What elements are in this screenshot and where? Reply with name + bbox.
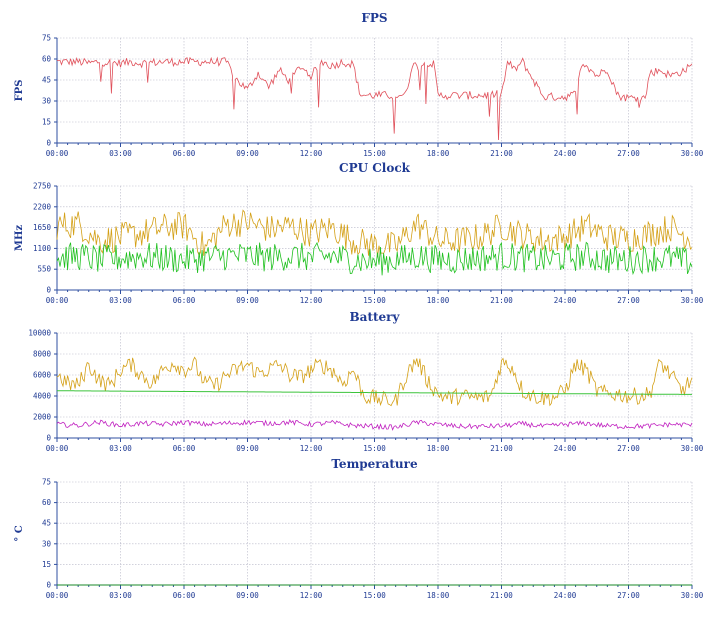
battery-xtick-label: 24:00: [554, 444, 577, 453]
fps-xtick-label: 21:00: [490, 149, 513, 158]
temperature-xtick-label: 30:00: [681, 591, 704, 600]
temperature-ytick-label: 15: [42, 560, 51, 569]
temperature-xtick-label: 24:00: [554, 591, 577, 600]
cpu-clock-xtick-label: 18:00: [427, 296, 450, 305]
battery-ytick-label: 0: [46, 434, 51, 443]
temperature-ytick-label: 60: [42, 498, 52, 507]
cpu-clock-series-line-0: [56, 209, 693, 258]
battery-title: Battery: [350, 310, 401, 324]
fps-ylabel: FPS: [14, 80, 25, 102]
cpu-clock-ytick-label: 2200: [33, 202, 52, 211]
battery-xtick-label: 27:00: [617, 444, 640, 453]
fps-xtick-label: 06:00: [173, 149, 196, 158]
battery-xtick-label: 12:00: [300, 444, 323, 453]
cpu-clock-series-line-1: [56, 241, 693, 276]
battery-series-line-2: [56, 418, 693, 431]
cpu-clock-ytick-label: 1650: [33, 223, 52, 232]
fps-ytick-label: 45: [42, 76, 51, 85]
cpu-clock-ytick-label: 1100: [33, 244, 52, 253]
temperature-xtick-label: 21:00: [490, 591, 513, 600]
fps-xtick-label: 24:00: [554, 149, 577, 158]
temperature-ytick-label: 30: [42, 539, 52, 548]
fps-xtick-label: 27:00: [617, 149, 640, 158]
temperature-ytick-label: 0: [46, 581, 51, 590]
fps-ytick-label: 30: [42, 97, 52, 106]
fps-ytick-label: 0: [46, 139, 51, 148]
temperature-xtick-label: 18:00: [427, 591, 450, 600]
temperature-xtick-label: 15:00: [363, 591, 386, 600]
cpu-clock-xtick-label: 09:00: [236, 296, 259, 305]
temperature-xtick-label: 12:00: [300, 591, 323, 600]
fps-series-line-0: [56, 56, 693, 141]
fps-xtick-label: 15:00: [363, 149, 386, 158]
fps-ytick-label: 75: [42, 34, 51, 43]
cpu-clock-xtick-label: 00:00: [46, 296, 69, 305]
temperature-xtick-label: 27:00: [617, 591, 640, 600]
temperature-xtick-label: 03:00: [109, 591, 132, 600]
cpu-clock-ylabel: MHz: [14, 225, 25, 252]
temperature-title: Temperature: [331, 457, 418, 471]
fps-ytick-label: 60: [42, 55, 52, 64]
cpu-clock-xtick-label: 24:00: [554, 296, 577, 305]
cpu-clock-xtick-label: 15:00: [363, 296, 386, 305]
battery-ytick-label: 2000: [33, 413, 52, 422]
battery-xtick-label: 00:00: [46, 444, 69, 453]
cpu-clock-ytick-label: 0: [46, 286, 51, 295]
battery-ytick-label: 6000: [33, 371, 52, 380]
cpu-clock-ytick-label: 550: [37, 265, 51, 274]
cpu-clock-xtick-label: 30:00: [681, 296, 704, 305]
fps-xtick-label: 00:00: [46, 149, 69, 158]
battery-ytick-label: 10000: [28, 329, 51, 338]
temperature-xtick-label: 00:00: [46, 591, 69, 600]
cpu-clock-xtick-label: 27:00: [617, 296, 640, 305]
battery-xtick-label: 18:00: [427, 444, 450, 453]
battery-xtick-label: 21:00: [490, 444, 513, 453]
battery-xtick-label: 15:00: [363, 444, 386, 453]
cpu-clock-xtick-label: 12:00: [300, 296, 323, 305]
temperature-ytick-label: 75: [42, 478, 51, 487]
cpu-clock-title: CPU Clock: [339, 161, 411, 175]
battery-series-line-0: [56, 356, 693, 407]
temperature-ytick-label: 45: [42, 519, 51, 528]
fps-ytick-label: 15: [42, 118, 51, 127]
battery-xtick-label: 30:00: [681, 444, 704, 453]
fps-xtick-label: 09:00: [236, 149, 259, 158]
battery-xtick-label: 03:00: [109, 444, 132, 453]
cpu-clock-xtick-label: 03:00: [109, 296, 132, 305]
fps-title: FPS: [361, 11, 387, 25]
fps-xtick-label: 18:00: [427, 149, 450, 158]
fps-xtick-label: 12:00: [300, 149, 323, 158]
fps-xtick-label: 03:00: [109, 149, 132, 158]
temperature-xtick-label: 09:00: [236, 591, 259, 600]
battery-ytick-label: 8000: [33, 350, 52, 359]
fps-xtick-label: 30:00: [681, 149, 704, 158]
battery-xtick-label: 06:00: [173, 444, 196, 453]
battery-ytick-label: 4000: [33, 392, 52, 401]
cpu-clock-xtick-label: 21:00: [490, 296, 513, 305]
temperature-xtick-label: 06:00: [173, 591, 196, 600]
temperature-ylabel: ° C: [14, 525, 25, 541]
battery-xtick-label: 09:00: [236, 444, 259, 453]
battery-series-line-1: [57, 390, 692, 395]
cpu-clock-ytick-label: 2750: [33, 182, 52, 191]
cpu-clock-xtick-label: 06:00: [173, 296, 196, 305]
